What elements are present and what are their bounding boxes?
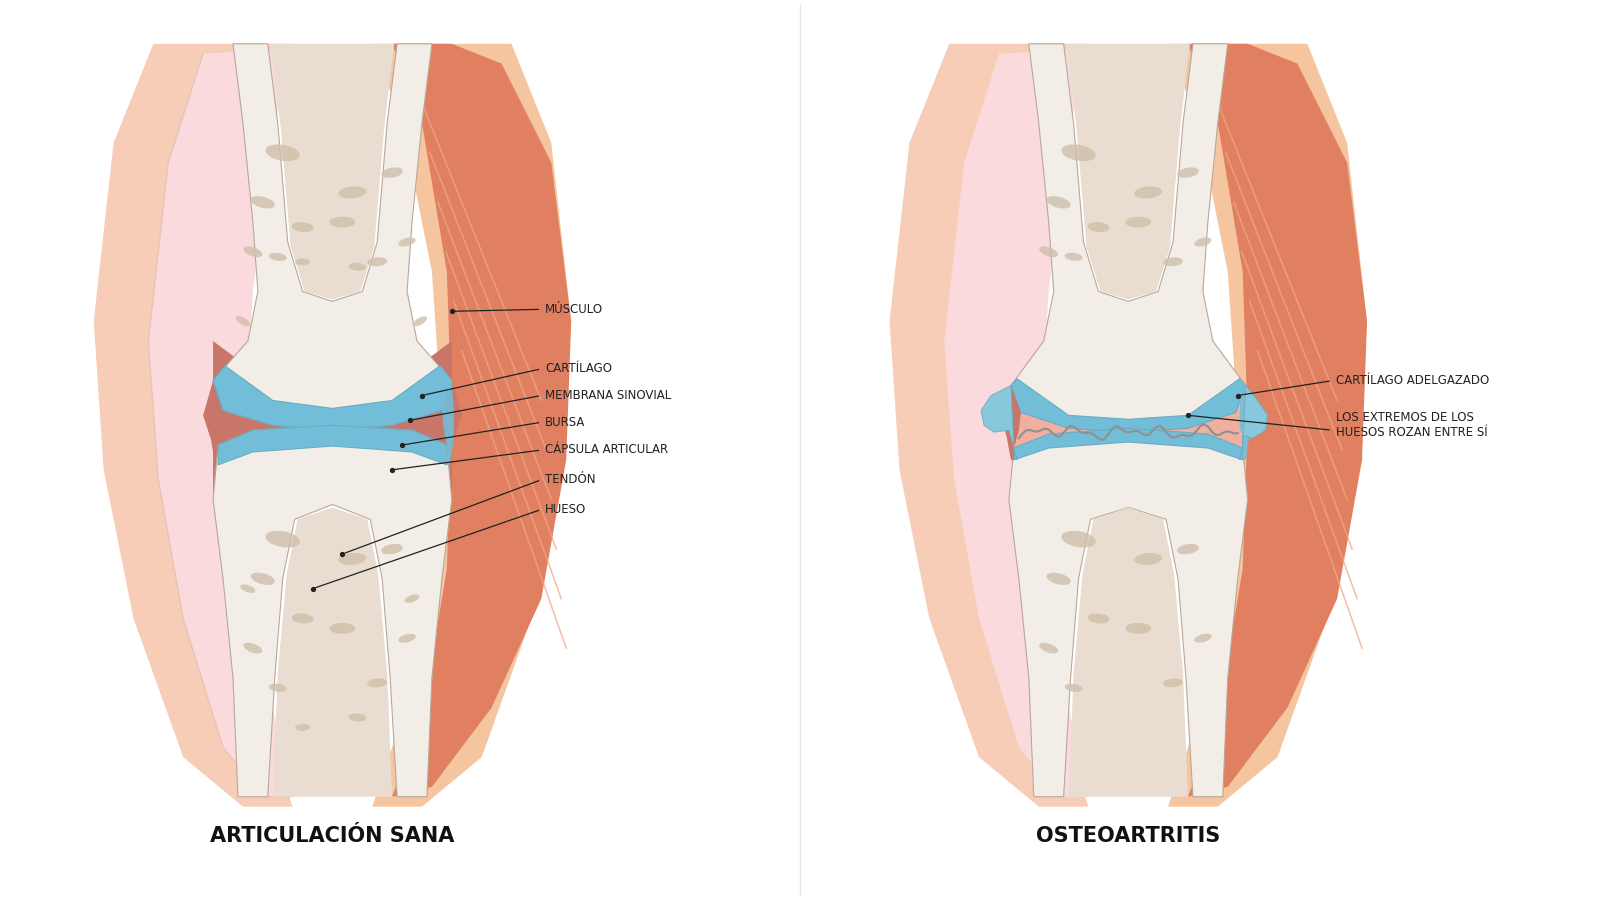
Ellipse shape: [1061, 531, 1096, 547]
Ellipse shape: [291, 222, 314, 232]
Ellipse shape: [1194, 238, 1211, 247]
Polygon shape: [440, 381, 462, 465]
Polygon shape: [890, 44, 1088, 806]
Text: HUESO: HUESO: [546, 503, 587, 516]
Ellipse shape: [251, 196, 275, 209]
Ellipse shape: [413, 316, 427, 326]
Polygon shape: [213, 44, 451, 430]
Ellipse shape: [1046, 572, 1070, 585]
Ellipse shape: [398, 238, 416, 247]
Ellipse shape: [381, 167, 403, 178]
Polygon shape: [1011, 379, 1246, 432]
Polygon shape: [213, 425, 451, 796]
Ellipse shape: [1061, 144, 1096, 161]
Text: OSTEOARTRITIS: OSTEOARTRITIS: [1037, 826, 1221, 846]
Ellipse shape: [266, 531, 299, 547]
Ellipse shape: [349, 263, 366, 271]
Polygon shape: [1187, 44, 1366, 796]
Polygon shape: [1240, 385, 1267, 460]
Ellipse shape: [1125, 623, 1150, 634]
Ellipse shape: [269, 253, 286, 261]
Ellipse shape: [1163, 257, 1182, 266]
Ellipse shape: [339, 553, 366, 565]
Polygon shape: [272, 508, 392, 796]
Polygon shape: [149, 49, 293, 796]
Polygon shape: [213, 341, 451, 500]
Ellipse shape: [1064, 684, 1083, 692]
Polygon shape: [213, 365, 451, 430]
Ellipse shape: [1040, 643, 1058, 653]
Polygon shape: [440, 365, 454, 465]
Polygon shape: [392, 44, 571, 796]
Ellipse shape: [1163, 679, 1182, 688]
Polygon shape: [1240, 379, 1250, 460]
Text: BURSA: BURSA: [546, 416, 586, 428]
Polygon shape: [1014, 391, 1243, 450]
Ellipse shape: [235, 316, 250, 326]
Ellipse shape: [294, 258, 310, 265]
Ellipse shape: [381, 544, 403, 554]
Polygon shape: [203, 381, 226, 465]
Ellipse shape: [1134, 186, 1162, 199]
Ellipse shape: [1194, 634, 1211, 643]
Polygon shape: [1002, 385, 1021, 460]
Ellipse shape: [368, 679, 387, 688]
Text: CARTÍLAGO ADELGAZADO: CARTÍLAGO ADELGAZADO: [1336, 374, 1490, 387]
Ellipse shape: [243, 643, 262, 653]
Ellipse shape: [398, 634, 416, 643]
Ellipse shape: [1088, 222, 1109, 232]
Ellipse shape: [1125, 217, 1150, 228]
Text: MEMBRANA SINOVIAL: MEMBRANA SINOVIAL: [546, 389, 672, 402]
Ellipse shape: [1178, 544, 1198, 554]
Polygon shape: [218, 425, 446, 465]
Polygon shape: [1067, 44, 1190, 300]
Ellipse shape: [1040, 247, 1058, 257]
Ellipse shape: [294, 724, 310, 731]
Ellipse shape: [1088, 614, 1109, 624]
Ellipse shape: [1064, 253, 1083, 261]
Text: CARTÍLAGO: CARTÍLAGO: [546, 363, 613, 375]
Ellipse shape: [243, 247, 262, 257]
Ellipse shape: [251, 572, 275, 585]
Ellipse shape: [339, 186, 366, 199]
Text: LOS EXTREMOS DE LOS
HUESOS ROZAN ENTRE SÍ: LOS EXTREMOS DE LOS HUESOS ROZAN ENTRE S…: [1336, 411, 1488, 439]
Polygon shape: [1011, 44, 1246, 432]
Ellipse shape: [330, 217, 355, 228]
Polygon shape: [1014, 428, 1243, 460]
Ellipse shape: [240, 584, 256, 593]
Ellipse shape: [330, 623, 355, 634]
Polygon shape: [373, 44, 571, 806]
Ellipse shape: [368, 257, 387, 266]
Polygon shape: [1069, 508, 1187, 796]
Ellipse shape: [266, 144, 299, 161]
Text: ARTICULACIÓN SANA: ARTICULACIÓN SANA: [210, 826, 454, 846]
Polygon shape: [1168, 44, 1366, 806]
Ellipse shape: [291, 614, 314, 624]
Text: CÁPSULA ARTICULAR: CÁPSULA ARTICULAR: [546, 444, 669, 456]
Text: TENDÓN: TENDÓN: [546, 473, 595, 486]
Ellipse shape: [269, 684, 286, 692]
Ellipse shape: [349, 714, 366, 722]
Polygon shape: [944, 49, 1088, 796]
Ellipse shape: [405, 594, 419, 603]
Polygon shape: [94, 44, 293, 806]
Ellipse shape: [1046, 196, 1070, 209]
Text: MÚSCULO: MÚSCULO: [546, 302, 603, 316]
Polygon shape: [270, 44, 394, 300]
Ellipse shape: [1134, 553, 1162, 565]
Polygon shape: [981, 385, 1018, 460]
Polygon shape: [1010, 428, 1248, 796]
Ellipse shape: [1178, 167, 1198, 178]
